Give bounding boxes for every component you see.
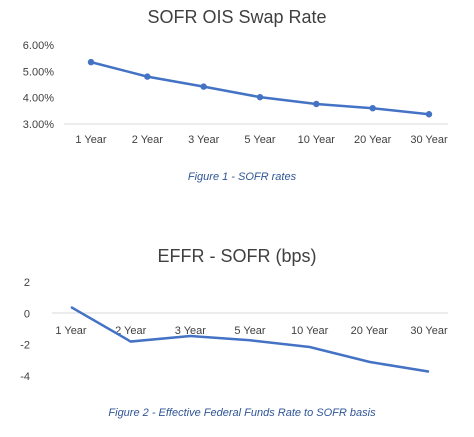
chart1-data-point	[425, 111, 433, 118]
chart1-xtick-label: 20 Year	[354, 134, 392, 146]
chart1-xtick-label: 5 Year	[244, 134, 276, 146]
figure2-caption: Figure 2 - Effective Federal Funds Rate …	[108, 407, 376, 419]
chart1-xtick-label: 10 Year	[298, 134, 336, 146]
chart1-ytick-label: 6.00%	[23, 40, 54, 52]
chart2-xtick-label: 3 Year	[175, 325, 207, 337]
figure1-caption: Figure 1 - SOFR rates	[188, 171, 297, 183]
chart1-ytick-label: 4.00%	[23, 93, 54, 105]
chart1-title: SOFR OIS Swap Rate	[147, 7, 326, 27]
chart2-xtick-label: 1 Year	[55, 325, 87, 337]
chart2-ytick-label: -4	[20, 371, 30, 383]
chart2-ytick-label: 0	[24, 308, 30, 320]
chart1-xtick-label: 30 Year	[410, 134, 448, 146]
chart2-ytick-label: -2	[20, 340, 30, 352]
chart2-xtick-label: 5 Year	[234, 325, 266, 337]
chart2-xtick-label: 30 Year	[410, 325, 448, 337]
chart2-title: EFFR - SOFR (bps)	[157, 246, 316, 266]
chart1-xtick-label: 2 Year	[132, 134, 164, 146]
chart2-xtick-label: 2 Year	[115, 325, 147, 337]
chart1-ytick-label: 3.00%	[23, 119, 54, 131]
chart1-data-point	[200, 83, 207, 90]
chart1-ytick-label: 5.00%	[23, 66, 54, 78]
chart1-xtick-label: 3 Year	[188, 134, 220, 146]
chart1-data-point	[144, 73, 151, 80]
chart-sofr-ois: SOFR OIS Swap Rate 3.00%4.00%5.00%6.00% …	[23, 7, 448, 183]
chart2-xtick-label: 10 Year	[291, 325, 329, 337]
chart1-data-point	[369, 105, 376, 112]
chart2-series-line	[70, 305, 430, 373]
chart-effr-sofr: EFFR - SOFR (bps) -4 -2 0 2 1 Year 2 Year 3 Y…	[20, 246, 448, 419]
chart2-xtick-label: 20 Year	[351, 325, 389, 337]
chart1-data-point	[87, 58, 95, 66]
chart1-data-point	[256, 93, 264, 101]
chart1-series-line	[90, 60, 430, 116]
chart1-xtick-label: 1 Year	[75, 134, 107, 146]
chart2-ytick-label: 2	[24, 277, 30, 289]
chart1-data-point	[313, 100, 320, 108]
